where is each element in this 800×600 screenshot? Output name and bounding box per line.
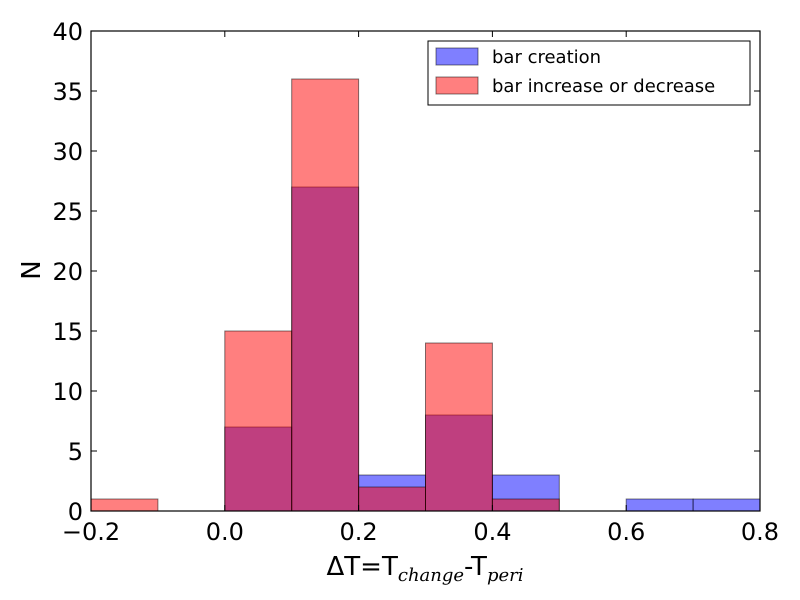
legend-box — [427, 40, 751, 106]
legend-swatch-bar-creation — [435, 47, 479, 66]
legend-label-bar-creation: bar creation — [492, 47, 601, 68]
x-tick-label: −0.2 — [62, 518, 120, 546]
x-axis-label-sub-change: change — [398, 565, 464, 586]
x-axis-label-dash: -T — [464, 552, 487, 582]
bar-bar-increase-or-decrease-bin-6 — [491, 498, 560, 512]
y-axis-label: N — [17, 260, 47, 279]
bars-layer — [90, 78, 761, 512]
x-axis-label-sub-peri: peri — [487, 565, 524, 586]
x-tick-label: 0.4 — [473, 518, 511, 546]
bar-bar-creation-bin-8 — [625, 498, 694, 512]
bar-bar-creation-bin-9 — [692, 498, 761, 512]
legend-swatch-bar-increase-or-decrease — [435, 76, 479, 95]
x-tick-label: 0.2 — [340, 518, 378, 546]
y-tick-label: 40 — [52, 18, 83, 46]
ticks-layer — [90, 30, 761, 512]
bar-bar-increase-or-decrease-bin-0 — [90, 498, 159, 512]
y-tick-label: 15 — [52, 318, 83, 346]
x-axis-label: ΔT=Tchange-Tperi — [327, 552, 524, 586]
bar-bar-increase-or-decrease-bin-5 — [425, 342, 493, 512]
x-tick-label: 0.0 — [206, 518, 244, 546]
x-tick-labels: −0.2 0.0 0.2 0.4 0.6 0.8 — [62, 518, 779, 546]
x-axis-label-delta: ΔT=T — [327, 552, 398, 582]
bar-bar-increase-or-decrease-bin-4 — [358, 486, 427, 512]
x-tick-label: 0.6 — [607, 518, 645, 546]
bar-bar-increase-or-decrease-bin-2 — [224, 330, 293, 512]
y-tick-label: 5 — [68, 438, 83, 466]
y-tick-label: 10 — [52, 378, 83, 406]
legend: bar creation bar increase or decrease — [427, 40, 751, 106]
y-tick-labels: 0 5 10 15 20 25 30 35 40 — [52, 18, 83, 526]
legend-label-bar-increase-or-decrease: bar increase or decrease — [492, 76, 715, 97]
y-tick-label: 0 — [68, 498, 83, 526]
x-tick-label: 0.8 — [741, 518, 779, 546]
y-tick-label: 35 — [52, 78, 83, 106]
y-tick-label: 20 — [52, 258, 83, 286]
y-tick-label: 25 — [52, 198, 83, 226]
y-tick-label: 30 — [52, 138, 83, 166]
bar-bar-increase-or-decrease-bin-3 — [291, 78, 360, 512]
